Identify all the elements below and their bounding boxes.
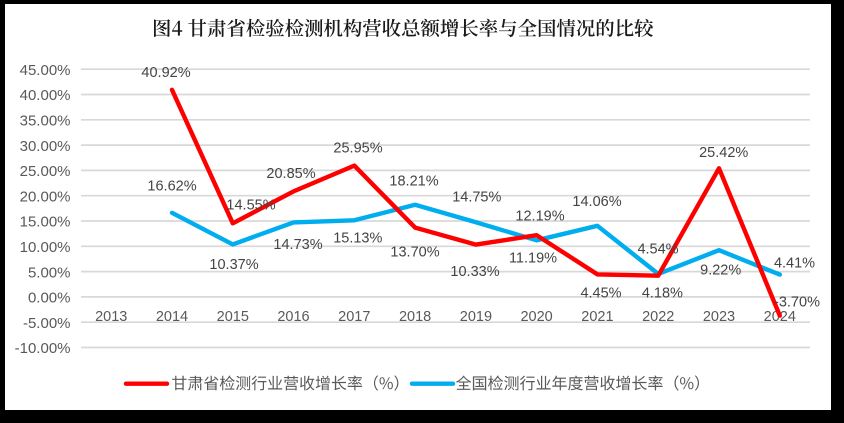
svg-text:10.00%: 10.00% <box>20 239 71 256</box>
svg-text:16.62%: 16.62% <box>147 178 196 194</box>
svg-text:5.00%: 5.00% <box>28 264 71 281</box>
svg-text:4.41%: 4.41% <box>774 255 815 271</box>
svg-text:12.19%: 12.19% <box>515 208 564 224</box>
svg-text:11.19%: 11.19% <box>509 250 557 266</box>
svg-text:18.21%: 18.21% <box>389 173 438 189</box>
svg-text:2017: 2017 <box>338 309 370 325</box>
svg-text:45.00%: 45.00% <box>20 62 71 79</box>
svg-text:13.70%: 13.70% <box>390 244 439 260</box>
svg-text:14.06%: 14.06% <box>572 194 621 210</box>
svg-text:40.00%: 40.00% <box>20 87 71 104</box>
svg-text:14.73%: 14.73% <box>273 237 322 253</box>
svg-text:14.75%: 14.75% <box>452 189 501 205</box>
svg-text:-5.00%: -5.00% <box>23 315 71 332</box>
svg-text:15.13%: 15.13% <box>333 230 382 246</box>
svg-text:30.00%: 30.00% <box>20 138 71 155</box>
svg-text:25.00%: 25.00% <box>20 163 71 180</box>
svg-text:2013: 2013 <box>95 309 127 325</box>
svg-text:4.45%: 4.45% <box>580 286 621 302</box>
svg-text:4.18%: 4.18% <box>642 286 683 302</box>
svg-text:2015: 2015 <box>217 309 249 325</box>
svg-text:25.42%: 25.42% <box>699 145 748 161</box>
svg-text:2021: 2021 <box>581 309 613 325</box>
svg-text:4.54%: 4.54% <box>637 241 678 257</box>
svg-text:15.00%: 15.00% <box>20 214 71 231</box>
svg-text:10.37%: 10.37% <box>209 257 258 273</box>
svg-text:2018: 2018 <box>399 309 431 325</box>
svg-text:2014: 2014 <box>156 309 188 325</box>
svg-text:-3.70%: -3.70% <box>774 294 820 310</box>
svg-text:10.33%: 10.33% <box>450 264 499 280</box>
svg-text:20.00%: 20.00% <box>20 188 71 205</box>
svg-text:2016: 2016 <box>277 309 309 325</box>
svg-text:20.85%: 20.85% <box>266 166 315 182</box>
svg-text:2022: 2022 <box>642 309 674 325</box>
svg-text:-10.00%: -10.00% <box>15 340 71 357</box>
svg-text:0.00%: 0.00% <box>28 290 71 307</box>
svg-text:2019: 2019 <box>460 309 492 325</box>
svg-text:14.55%: 14.55% <box>226 197 275 213</box>
svg-text:9.22%: 9.22% <box>700 262 741 278</box>
svg-text:40.92%: 40.92% <box>141 65 190 81</box>
svg-text:2023: 2023 <box>703 309 735 325</box>
svg-text:25.95%: 25.95% <box>333 140 382 156</box>
svg-text:2020: 2020 <box>520 309 552 325</box>
svg-text:35.00%: 35.00% <box>20 113 71 130</box>
